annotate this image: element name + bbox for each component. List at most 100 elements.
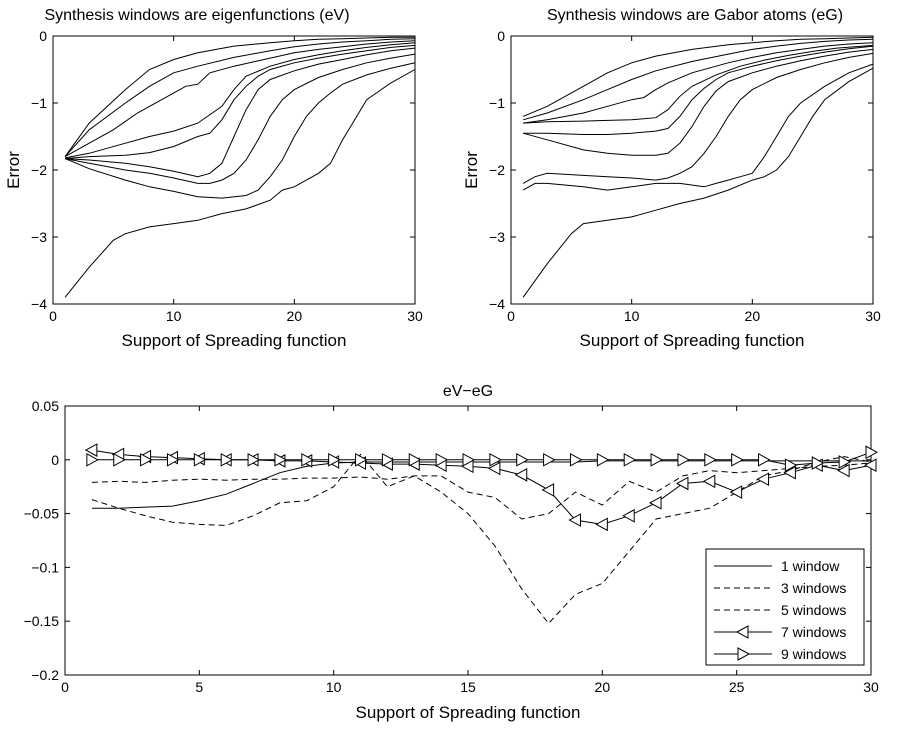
series-marker: [811, 456, 825, 470]
series-line: [91, 460, 871, 509]
series-marker: [487, 461, 501, 476]
x-tick-label: 0: [49, 308, 57, 324]
series-marker: [408, 452, 422, 467]
legend-marker: [735, 625, 749, 639]
series-marker: [220, 452, 234, 467]
y-tick-label: −0.2: [31, 667, 59, 683]
tick-group: 0 5 10 15 20 25 30 0.05 0 −0.05 −0.1 −0.15 −0.2: [24, 398, 879, 695]
series-line: [65, 44, 416, 160]
series-marker: [677, 452, 690, 467]
series-group: [522, 36, 874, 298]
series-marker: [514, 468, 528, 482]
x-tick-label: 15: [460, 679, 476, 695]
legend: 1 window 3 windows 5 windows 7 windows 9 win…: [705, 548, 865, 666]
series-marker: [86, 452, 99, 467]
series-line: [91, 462, 872, 520]
series-marker: [838, 455, 852, 469]
series-marker: [595, 517, 608, 532]
series-line: [522, 48, 874, 156]
y-tick-label: −3: [489, 229, 505, 245]
chart-difference: eV−eG 0 5 10 15 20 25 30 0.05 0 −0.05 −0.1 −0.15 −0.…: [24, 383, 879, 722]
series-marker: [328, 452, 341, 467]
series-marker: [731, 452, 744, 467]
chart-eigenfunctions: Synthesis windows are eigenfunctions (eV…: [4, 7, 423, 350]
series-marker: [702, 474, 716, 489]
series-marker: [166, 452, 180, 467]
legend-label: 9 windows: [781, 646, 846, 662]
series-line: [64, 69, 416, 298]
x-axis-label: Support of Spreading function: [122, 331, 347, 350]
y-axis-label: Error: [4, 151, 23, 189]
series-line: [522, 63, 874, 191]
x-tick-label: 10: [166, 308, 182, 324]
x-tick-label: 10: [624, 308, 640, 324]
series-marker: [247, 452, 261, 467]
series-marker: [543, 452, 556, 467]
legend-box: [705, 548, 865, 666]
series-marker: [140, 452, 153, 467]
x-tick-label: 30: [407, 308, 423, 324]
series-line: [64, 38, 416, 157]
x-tick-label: 0: [507, 308, 515, 324]
series-marker: [622, 508, 635, 523]
series-marker: [649, 495, 662, 510]
series-marker: [784, 458, 798, 473]
tick-group: 0 10 20 30 0 −1 −2 −3 −4: [489, 28, 881, 324]
x-tick-label: 25: [729, 679, 745, 695]
y-tick-label: 0.05: [32, 398, 59, 414]
x-tick-label: 5: [195, 679, 203, 695]
x-axis-label: Support of Spreading function: [580, 331, 805, 350]
y-tick-label: −3: [31, 229, 47, 245]
series-marker: [84, 443, 98, 457]
series-marker: [568, 513, 581, 527]
series-line: [522, 67, 874, 298]
chart-gabor-atoms: Synthesis windows are Gabor atoms (eG) 0…: [462, 7, 881, 350]
y-tick-label: −2: [489, 162, 505, 178]
x-tick-label: 20: [595, 679, 611, 695]
series-marker: [675, 476, 689, 491]
series-marker: [381, 452, 395, 467]
y-tick-label: 0: [51, 452, 59, 468]
series-marker: [355, 452, 368, 467]
series-marker: [274, 452, 287, 467]
x-tick-label: 20: [287, 308, 303, 324]
series-marker: [650, 452, 664, 467]
y-tick-label: −2: [31, 162, 47, 178]
series-marker: [837, 463, 850, 478]
series-marker: [863, 458, 877, 473]
series-marker: [301, 452, 314, 467]
series-marker: [541, 483, 555, 497]
y-tick-label: −4: [31, 296, 47, 312]
series-line: [65, 42, 416, 159]
x-tick-label: 30: [863, 679, 879, 695]
chart-title: Synthesis windows are eigenfunctions (eV…: [44, 7, 349, 24]
series-marker: [865, 445, 879, 460]
series-line: [523, 42, 874, 124]
y-tick-label: −0.05: [24, 506, 60, 522]
series-line: [64, 40, 416, 158]
x-tick-label: 0: [61, 679, 69, 695]
series-marker: [113, 452, 126, 467]
legend-marker: [737, 647, 751, 661]
y-tick-label: 0: [39, 28, 47, 44]
y-tick-label: −4: [489, 296, 505, 312]
series-marker: [729, 485, 743, 499]
chart-title: Synthesis windows are Gabor atoms (eG): [547, 7, 843, 24]
series-marker: [489, 452, 502, 467]
series-group: [84, 443, 879, 625]
series-line: [523, 45, 874, 135]
series-marker: [462, 452, 476, 467]
series-line: [522, 36, 874, 117]
series-line: [64, 62, 416, 199]
legend-label: 7 windows: [781, 624, 846, 640]
tick-group: 0 10 20 30 0 −1 −2 −3 −4: [31, 28, 423, 324]
series-marker: [783, 465, 796, 480]
x-tick-label: 20: [745, 308, 761, 324]
legend-label: 5 windows: [781, 602, 846, 618]
y-axis-label: Error: [462, 151, 481, 189]
legend-label: 1 window: [781, 558, 840, 574]
series-line: [64, 36, 415, 157]
y-tick-label: 0: [497, 28, 505, 44]
series-group: [64, 36, 416, 298]
